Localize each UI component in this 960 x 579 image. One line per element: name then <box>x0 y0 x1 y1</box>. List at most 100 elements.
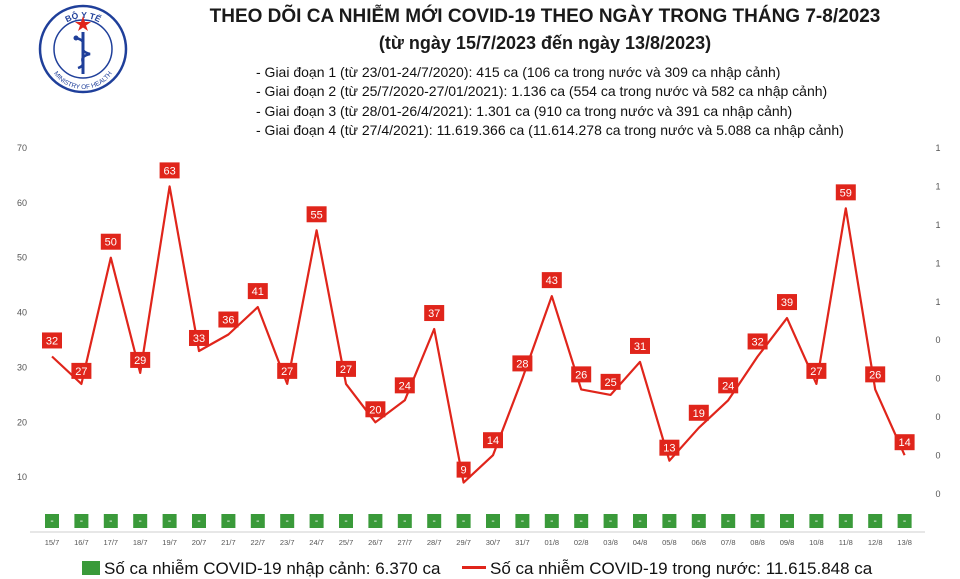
legend-bar-label: Số ca nhiễm COVID-19 nhập cảnh: 6.370 ca <box>104 559 441 578</box>
import-bar-label: - <box>874 516 877 527</box>
data-label-text: 50 <box>105 237 117 249</box>
data-label: 32 <box>747 333 768 350</box>
data-label-text: 27 <box>340 364 352 376</box>
import-bar-label: - <box>227 516 230 527</box>
y-right-tick-label: 0 <box>935 335 940 345</box>
x-tick-label: 28/7 <box>427 538 442 547</box>
import-bar <box>74 514 89 528</box>
import-bar-label: - <box>580 516 583 527</box>
data-label-box <box>835 184 856 201</box>
data-label-box <box>336 360 356 377</box>
data-label-box <box>42 332 62 349</box>
import-bar <box>780 514 794 528</box>
import-bar <box>221 514 236 528</box>
import-bar-label: - <box>139 516 142 527</box>
import-bar <box>868 514 883 528</box>
import-bar <box>515 514 530 528</box>
data-label: 26 <box>865 366 886 383</box>
chart-subtitle: (từ ngày 15/7/2023 đến ngày 13/8/2023) <box>378 33 712 53</box>
x-tick-label: 30/7 <box>486 538 501 547</box>
data-label-box <box>483 432 503 449</box>
x-tick-label: 13/8 <box>897 538 912 547</box>
data-label-text: 32 <box>46 335 58 347</box>
ministry-logo: BỘ Y TẾ MINISTRY OF HEALTH <box>38 4 128 94</box>
data-label: 19 <box>688 404 709 421</box>
data-label: 37 <box>424 305 445 322</box>
data-label-box <box>100 233 121 250</box>
data-label: 55 <box>306 206 327 223</box>
data-label-box <box>394 377 415 394</box>
data-label-box <box>600 373 621 390</box>
stage-note-3: - Giai đoạn 3 (từ 28/01-26/4/2021): 1.30… <box>256 102 793 119</box>
data-label-text: 31 <box>634 341 646 353</box>
stage-note-1: - Giai đoạn 1 (từ 23/01-24/7/2020): 415 … <box>256 64 781 80</box>
y-left-tick-20: 20 <box>17 417 27 427</box>
import-bar-label: - <box>815 516 818 527</box>
data-label-text: 41 <box>252 286 264 298</box>
y-right-tick-label: 1 <box>935 297 940 307</box>
domestic-cases-line <box>51 185 906 484</box>
import-bar-label: - <box>344 516 347 527</box>
data-label-text: 59 <box>840 187 852 199</box>
data-label: 9 <box>456 461 471 478</box>
x-tick-label: 04/8 <box>633 538 648 547</box>
data-label: 39 <box>777 294 797 311</box>
data-label-text: 29 <box>134 355 146 367</box>
x-tick-label: 17/7 <box>103 538 118 547</box>
import-bar <box>133 514 148 528</box>
data-label: 29 <box>130 351 151 368</box>
data-label-box <box>630 337 650 354</box>
x-tick-label: 23/7 <box>280 538 295 547</box>
data-label-box <box>247 283 268 300</box>
import-bar <box>162 514 177 528</box>
import-bar-label: - <box>903 516 906 527</box>
import-bar-label: - <box>374 516 377 527</box>
x-axis-labels: 15/7 16/7 17/7 18/7 19/7 20/7 21/7 22/7 23/7 24/7… <box>45 538 912 547</box>
y-left-tick-10: 10 <box>17 472 27 482</box>
y-axis-left: 10 20 30 40 50 60 70 <box>17 143 27 482</box>
stage-note-4: - Giai đoạn 4 (từ 27/4/2021): 11.619.366… <box>256 122 844 139</box>
data-label-box <box>865 366 886 383</box>
import-bar-label: - <box>756 516 759 527</box>
data-label-text: 33 <box>193 333 205 345</box>
data-label-box <box>306 206 327 223</box>
data-label-text: 26 <box>575 369 587 381</box>
data-label-box <box>365 401 386 418</box>
data-label-text: 24 <box>399 380 411 392</box>
y-left-tick-70: 70 <box>17 143 27 153</box>
data-label-text: 36 <box>222 315 234 327</box>
data-label: 14 <box>894 434 915 451</box>
data-label: 28 <box>512 355 533 372</box>
legend-bar-swatch <box>82 561 100 575</box>
import-bar-label: - <box>433 516 436 527</box>
data-label-text: 55 <box>310 209 322 221</box>
x-tick-label: 21/7 <box>221 538 236 547</box>
import-bar-label: - <box>168 516 171 527</box>
import-bar-label: - <box>80 516 83 527</box>
import-bar <box>691 514 706 528</box>
y-right-tick-label: 0 <box>935 374 940 384</box>
data-label-box <box>541 272 562 289</box>
import-bar <box>368 514 383 528</box>
x-tick-label: 06/8 <box>691 538 706 547</box>
x-tick-label: 11/8 <box>839 538 853 547</box>
stage-note-2: - Giai đoạn 2 (từ 25/7/2020-27/01/2021):… <box>256 83 828 100</box>
import-bar <box>750 514 765 528</box>
import-bar <box>280 514 295 528</box>
data-label: 27 <box>336 360 356 377</box>
import-bar-label: - <box>697 516 700 527</box>
data-label-text: 43 <box>546 275 558 287</box>
import-bar-label: - <box>638 516 641 527</box>
data-label-box <box>130 351 151 368</box>
import-bar <box>662 514 677 528</box>
data-label: 24 <box>394 377 415 394</box>
y-left-tick-50: 50 <box>17 253 27 263</box>
data-label-box <box>688 404 709 421</box>
data-label-box <box>456 461 471 478</box>
import-bar-label: - <box>727 516 730 527</box>
data-label-text: 13 <box>663 443 675 455</box>
import-bar-label: - <box>50 516 53 527</box>
x-tick-label: 25/7 <box>339 538 354 547</box>
import-bar-label: - <box>197 516 200 527</box>
y-right-tick-label: 1 <box>935 258 940 268</box>
